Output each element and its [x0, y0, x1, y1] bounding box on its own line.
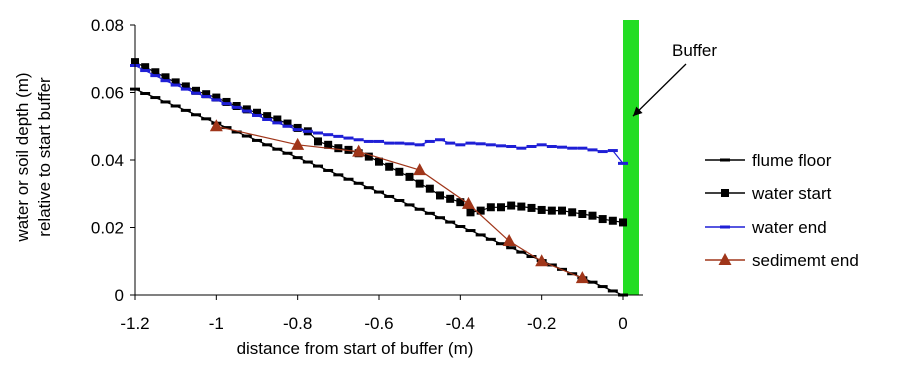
legend-label: sedimemt end	[752, 251, 859, 270]
data-point	[209, 119, 223, 132]
legend: flume floor water start water end sedimemt …	[705, 151, 859, 270]
series-sedimemt-end	[209, 119, 589, 284]
data-point	[171, 78, 180, 87]
data-point	[476, 206, 485, 215]
data-point	[502, 234, 516, 246]
buffer-annotation-arrow	[632, 63, 687, 117]
data-point	[161, 73, 170, 82]
series-layer	[130, 58, 628, 297]
data-point	[497, 203, 505, 212]
data-point	[181, 82, 190, 91]
data-point	[242, 105, 251, 114]
x-tick-label: -0.4	[446, 314, 475, 333]
data-point	[324, 140, 333, 149]
arrow-line	[632, 63, 687, 117]
data-point	[535, 254, 549, 267]
buffer-band	[623, 20, 639, 295]
data-point	[273, 115, 282, 124]
x-tick-label: -1	[209, 314, 224, 333]
y-axis-title-line-1: water or soil depth (m)	[13, 72, 32, 242]
data-point	[547, 206, 556, 215]
arrow-head	[633, 106, 643, 117]
series-water-start	[131, 58, 627, 227]
data-point	[558, 206, 566, 215]
data-point	[619, 218, 627, 227]
legend-label: water start	[751, 184, 832, 203]
data-point	[263, 112, 272, 121]
data-point	[578, 210, 587, 218]
data-point	[413, 163, 427, 176]
data-point	[415, 179, 424, 188]
data-point	[598, 215, 607, 224]
data-point	[721, 189, 729, 197]
legend-item: water end	[705, 218, 827, 237]
x-tick-label: -0.8	[283, 314, 312, 333]
data-point	[517, 202, 526, 211]
data-point	[527, 203, 536, 212]
x-tick-label: -1.2	[120, 314, 149, 333]
data-point	[202, 90, 211, 99]
data-point	[608, 216, 617, 225]
data-point	[568, 208, 577, 217]
data-point	[151, 68, 160, 77]
data-point	[364, 152, 373, 161]
series-line	[216, 125, 583, 279]
legend-item: flume floor	[705, 151, 832, 170]
data-point	[436, 191, 444, 200]
series-line	[134, 64, 624, 164]
data-point	[507, 201, 516, 210]
data-point	[141, 63, 150, 72]
data-point	[461, 196, 475, 209]
data-point	[385, 162, 394, 171]
x-axis-title: distance from start of buffer (m)	[237, 339, 474, 358]
x-tick-label: -0.2	[527, 314, 556, 333]
data-point	[446, 194, 455, 203]
data-point	[425, 184, 434, 193]
data-point	[395, 167, 404, 176]
data-point	[192, 86, 200, 95]
y-axis-title-line-2: relative to start buffer	[35, 77, 54, 237]
axes-layer: 0 0.02 0.04 0.06 0.08 -1.2 -1 -0.8 -0.6 -0.4 -0.2 0	[91, 16, 643, 333]
y-tick-label: 0.04	[91, 151, 124, 170]
y-tick-label: 0.02	[91, 219, 124, 238]
data-point	[314, 137, 322, 146]
x-tick-label: 0	[618, 314, 627, 333]
buffer-band-layer	[623, 20, 639, 295]
data-point	[466, 208, 475, 217]
data-point	[718, 253, 732, 265]
data-point	[283, 119, 292, 128]
legend-label: water end	[751, 218, 827, 237]
data-point	[575, 271, 589, 284]
data-point	[253, 108, 261, 117]
data-point	[334, 144, 343, 153]
data-point	[537, 205, 546, 214]
series-flume-floor	[130, 87, 628, 297]
buffer-annotation-label: Buffer	[672, 41, 717, 60]
legend-item: water start	[705, 184, 832, 203]
data-point	[352, 144, 366, 157]
data-point	[486, 203, 495, 212]
data-point	[291, 137, 305, 150]
x-tick-label: -0.6	[364, 314, 393, 333]
data-point	[588, 211, 597, 220]
data-point	[212, 93, 221, 102]
series-water-end	[130, 64, 628, 165]
data-point	[293, 123, 302, 132]
y-tick-label: 0	[115, 286, 124, 305]
data-point	[405, 172, 414, 181]
data-point	[222, 97, 231, 106]
legend-label: flume floor	[752, 151, 832, 170]
y-axis-title: water or soil depth (m) relative to star…	[13, 72, 54, 242]
y-tick-label: 0.06	[91, 84, 124, 103]
data-point	[456, 198, 465, 207]
legend-item: sedimemt end	[705, 251, 859, 270]
data-point	[375, 157, 383, 166]
y-tick-label: 0.08	[91, 16, 124, 35]
